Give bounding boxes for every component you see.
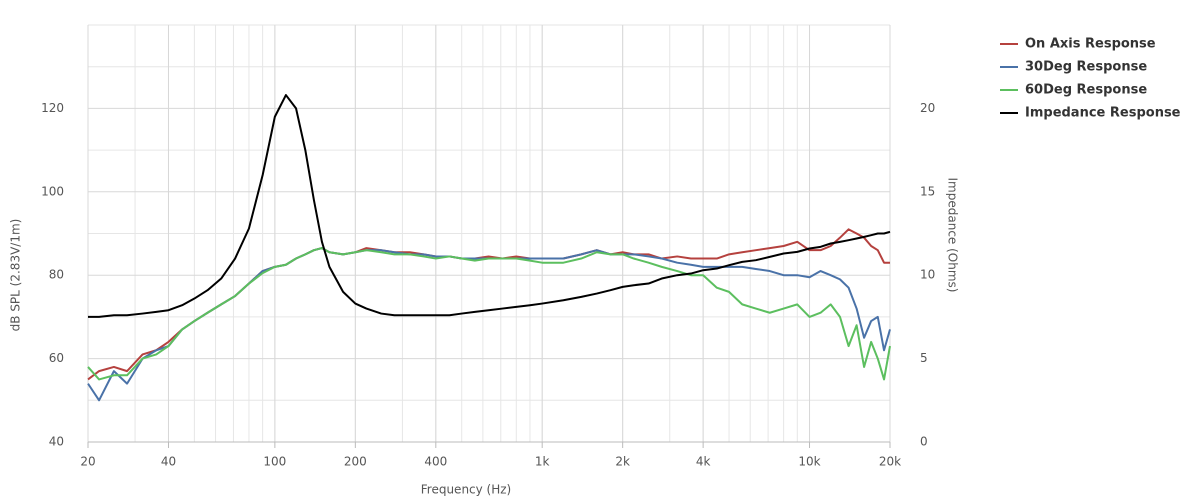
y2-axis-title: Impedance (Ohms) [946,178,960,293]
y2-tick-label: 10 [920,268,935,282]
y-tick-label: 120 [41,101,64,115]
y-tick-label: 100 [41,184,64,198]
y-tick-label: 60 [49,351,64,365]
y2-tick-label: 20 [920,101,935,115]
x-tick-label: 2k [615,455,630,469]
x-axis-title: Frequency (Hz) [421,483,512,497]
x-tick-label: 400 [424,455,447,469]
x-tick-label: 1k [535,455,550,469]
x-tick-label: 20k [879,455,901,469]
x-tick-label: 100 [263,455,286,469]
legend-label: 30Deg Response [1025,60,1147,75]
y-tick-label: 80 [49,268,64,282]
x-tick-label: 20 [80,455,95,469]
series-line [87,247,891,402]
series-line [87,228,890,381]
x-tick-label: 4k [696,455,711,469]
y2-tick-label: 0 [920,435,928,449]
x-tick-label: 10k [798,455,820,469]
legend-label: On Axis Response [1025,37,1156,52]
legend-label: Impedance Response [1025,106,1181,121]
y2-tick-label: 5 [920,351,928,365]
legend-label: 60Deg Response [1025,83,1147,98]
legend: On Axis Response 30Deg Response 60Deg Resp… [1000,37,1181,121]
x-tick-label: 200 [344,455,367,469]
x-tick-label: 40 [161,455,176,469]
series-line [88,94,891,318]
y-tick-label: 40 [49,435,64,449]
y-axis-title: dB SPL (2.83V/1m) [9,219,23,332]
series-line [87,247,891,381]
grid [87,24,891,443]
y2-tick-label: 15 [920,184,935,198]
